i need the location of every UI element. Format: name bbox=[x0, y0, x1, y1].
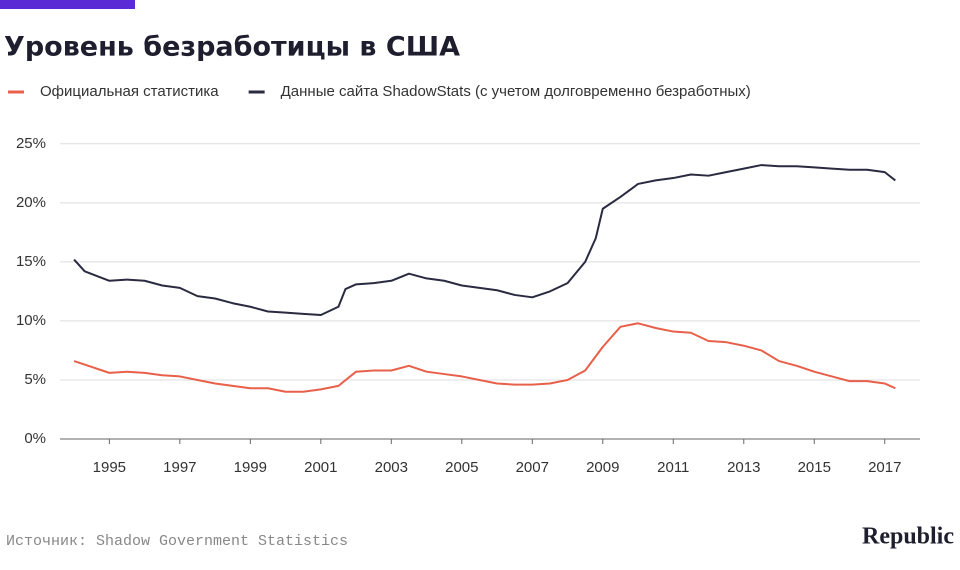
x-tick-label: 2009 bbox=[586, 459, 619, 476]
y-tick-label: 15% bbox=[16, 253, 46, 270]
x-tick-label: 1995 bbox=[93, 459, 126, 476]
y-tick-label: 20% bbox=[16, 194, 46, 211]
series-line bbox=[73, 322, 896, 393]
x-tick-label: 2015 bbox=[798, 459, 831, 476]
legend: Официальная статистика Данные сайта Shado… bbox=[8, 83, 751, 100]
x-tick-label: 2017 bbox=[868, 459, 901, 476]
x-tick-label: 2001 bbox=[304, 459, 337, 476]
y-tick-label: 5% bbox=[24, 371, 46, 388]
x-tick-label: 2013 bbox=[727, 459, 760, 476]
legend-label: Официальная статистика bbox=[40, 83, 219, 100]
brand: Republic bbox=[862, 524, 954, 550]
y-tick-label: 10% bbox=[16, 312, 46, 329]
x-tick-label: 1997 bbox=[163, 459, 196, 476]
x-tick-label: 2011 bbox=[657, 459, 689, 476]
chart-title: Уровень безработицы в США bbox=[4, 32, 460, 63]
accent-bar bbox=[0, 0, 135, 9]
legend-label: Данные сайта ShadowStats (с учетом долго… bbox=[281, 83, 751, 100]
x-tick-label: 2007 bbox=[516, 459, 549, 476]
source: Источник: Shadow Government Statistics bbox=[6, 533, 348, 550]
series-line bbox=[73, 164, 896, 317]
y-tick-label: 25% bbox=[16, 135, 46, 152]
y-tick-label: 0% bbox=[24, 430, 46, 447]
x-tick-label: 1999 bbox=[234, 459, 267, 476]
x-tick-label: 2005 bbox=[445, 459, 478, 476]
x-tick-label: 2003 bbox=[375, 459, 408, 476]
